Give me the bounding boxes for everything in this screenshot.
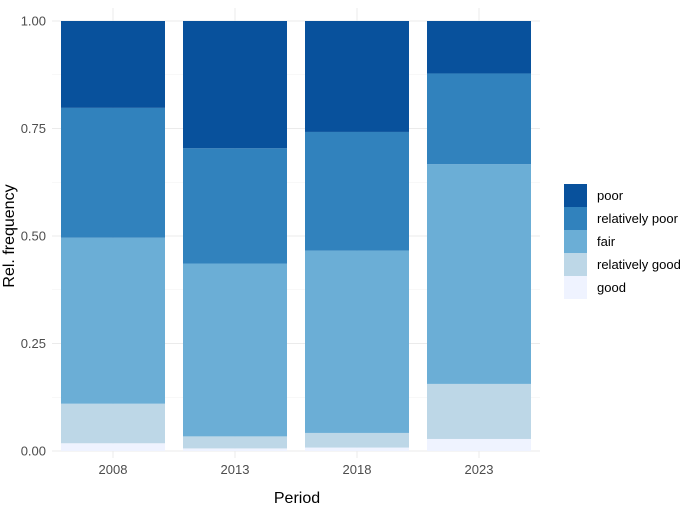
bar-segment [61, 21, 165, 108]
bar-segment [61, 107, 165, 238]
bar-segment [305, 432, 409, 448]
y-axis-ticks: 0.00 0.25 0.50 0.75 1.00 [21, 14, 46, 459]
legend-label: poor [597, 188, 624, 203]
bar-segment [183, 21, 287, 149]
legend-label: good [597, 280, 626, 295]
legend-swatch [564, 184, 587, 207]
bar-segment [427, 164, 531, 384]
bar-segment [61, 237, 165, 404]
bar-segment [61, 403, 165, 444]
legend-label: relatively good [597, 257, 681, 272]
x-tick-label: 2023 [465, 462, 494, 477]
y-axis-title: Rel. frequency [1, 184, 18, 287]
y-tick-label: 0.25 [21, 336, 46, 351]
bars [61, 21, 531, 451]
bar-segment [183, 148, 287, 264]
y-tick-label: 0.75 [21, 121, 46, 136]
legend-label: relatively poor [597, 211, 679, 226]
bar-segment [427, 438, 531, 451]
legend-swatch [564, 207, 587, 230]
legend-swatch [564, 276, 587, 299]
bar-segment [305, 250, 409, 433]
bar-segment [427, 21, 531, 74]
bar-segment [183, 436, 287, 449]
y-tick-label: 0.00 [21, 444, 46, 459]
y-tick-label: 0.50 [21, 229, 46, 244]
x-tick-label: 2008 [99, 462, 128, 477]
bar-segment [305, 447, 409, 451]
bar-segment [183, 448, 287, 451]
bar-segment [61, 443, 165, 451]
legend-swatch [564, 230, 587, 253]
legend: poor relatively poor fair relatively good go… [564, 184, 681, 299]
bar-segment [305, 131, 409, 251]
bar-segment [183, 263, 287, 437]
bar-segment [305, 21, 409, 132]
legend-swatch [564, 253, 587, 276]
bar-segment [427, 383, 531, 439]
x-tick-label: 2018 [343, 462, 372, 477]
x-axis-title: Period [274, 490, 320, 507]
x-tick-label: 2013 [221, 462, 250, 477]
bar-segment [427, 73, 531, 165]
legend-label: fair [597, 234, 616, 249]
x-axis-ticks: 2008 2013 2018 2023 [99, 462, 494, 477]
y-tick-label: 1.00 [21, 14, 46, 29]
